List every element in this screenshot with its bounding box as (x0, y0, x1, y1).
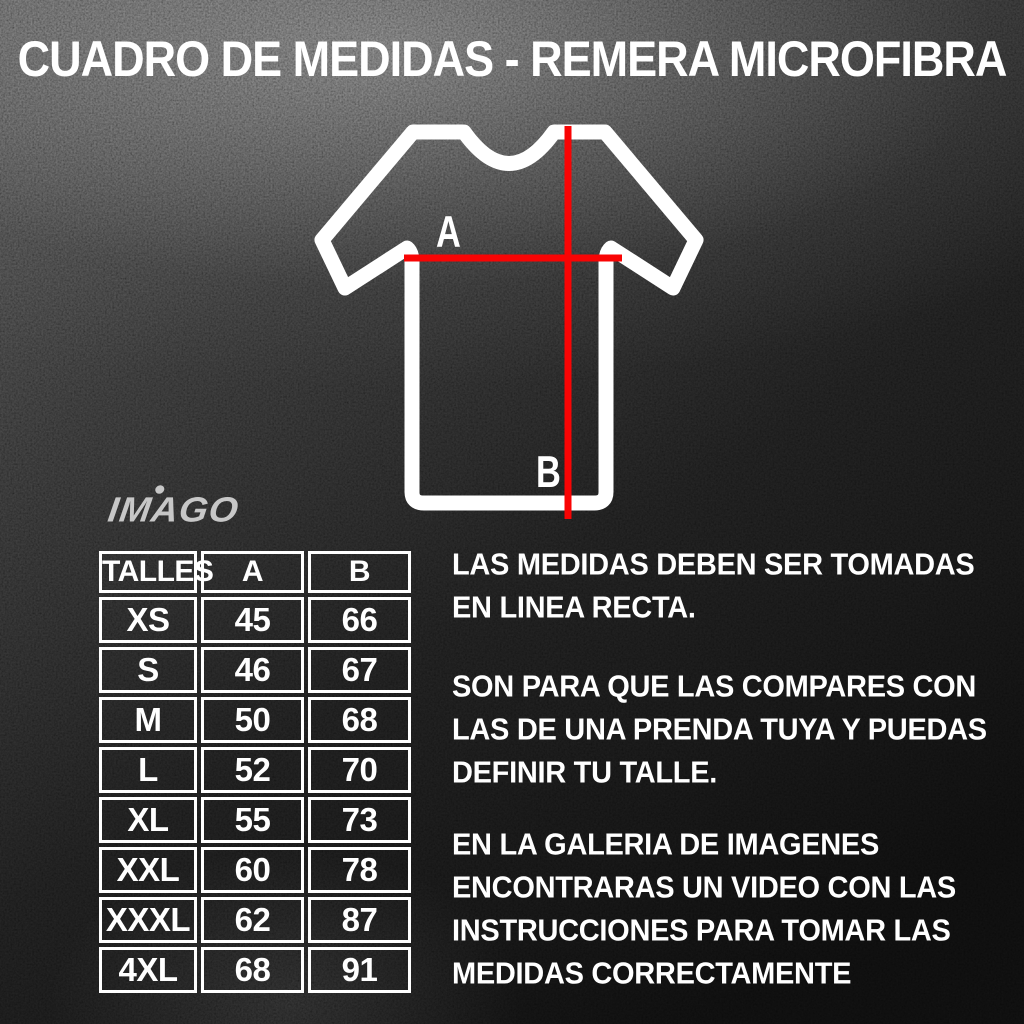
b-value-cell: 91 (308, 947, 411, 993)
talle-cell: XXL (99, 847, 197, 893)
a-value-cell: 46 (201, 647, 304, 693)
note-measure-straight: LAS MEDIDAS DEBEN SER TOMADAS EN LINEA R… (452, 548, 975, 625)
a-value-cell: 60 (201, 847, 304, 893)
a-value-cell: 45 (201, 597, 304, 643)
b-value-cell: 68 (308, 697, 411, 743)
a-value-cell: 62 (201, 897, 304, 943)
table-row: XXL 60 78 (99, 847, 411, 893)
col-header-a: A (201, 551, 304, 593)
imago-logo-text: IMAGO (105, 489, 242, 529)
table-header-row: TALLES A B (99, 551, 411, 593)
table-row: M 50 68 (99, 697, 411, 743)
b-value-cell: 73 (308, 797, 411, 843)
a-value-cell: 52 (201, 747, 304, 793)
measure-label-b: B (536, 446, 561, 497)
imago-logo: IMAGO (105, 485, 242, 529)
b-value-cell: 67 (308, 647, 411, 693)
table-row: XL 55 73 (99, 797, 411, 843)
talle-cell: L (99, 747, 197, 793)
tshirt-outline-icon (314, 124, 704, 511)
talle-cell: M (99, 697, 197, 743)
b-value-cell: 70 (308, 747, 411, 793)
table-row: L 52 70 (99, 747, 411, 793)
a-value-cell: 50 (201, 697, 304, 743)
talle-cell: XXXL (99, 897, 197, 943)
col-header-b: B (308, 551, 411, 593)
page-title: CUADRO DE MEDIDAS - REMERA MICROFIBRA (17, 30, 1008, 88)
measure-label-a: A (436, 206, 461, 257)
a-value-cell: 55 (201, 797, 304, 843)
col-header-talles: TALLES (99, 551, 214, 593)
note-gallery-video: EN LA GALERIA DE IMAGENES ENCONTRARAS UN… (452, 828, 956, 991)
note-compare-garment: SON PARA QUE LAS COMPARES CON LAS DE UNA… (452, 670, 987, 790)
table-row: XXXL 62 87 (99, 897, 411, 943)
a-value-cell: 68 (201, 947, 304, 993)
b-value-cell: 87 (308, 897, 411, 943)
size-table: TALLES A B XS 45 66 S 46 67 M 50 68 L (95, 547, 415, 997)
talle-cell: XS (99, 597, 197, 643)
talle-cell: XL (99, 797, 197, 843)
talle-cell: 4XL (99, 947, 197, 993)
table-row: S 46 67 (99, 647, 411, 693)
b-value-cell: 66 (308, 597, 411, 643)
table-row: XS 45 66 (99, 597, 411, 643)
table-row: 4XL 68 91 (99, 947, 411, 993)
b-value-cell: 78 (308, 847, 411, 893)
talle-cell: S (99, 647, 197, 693)
